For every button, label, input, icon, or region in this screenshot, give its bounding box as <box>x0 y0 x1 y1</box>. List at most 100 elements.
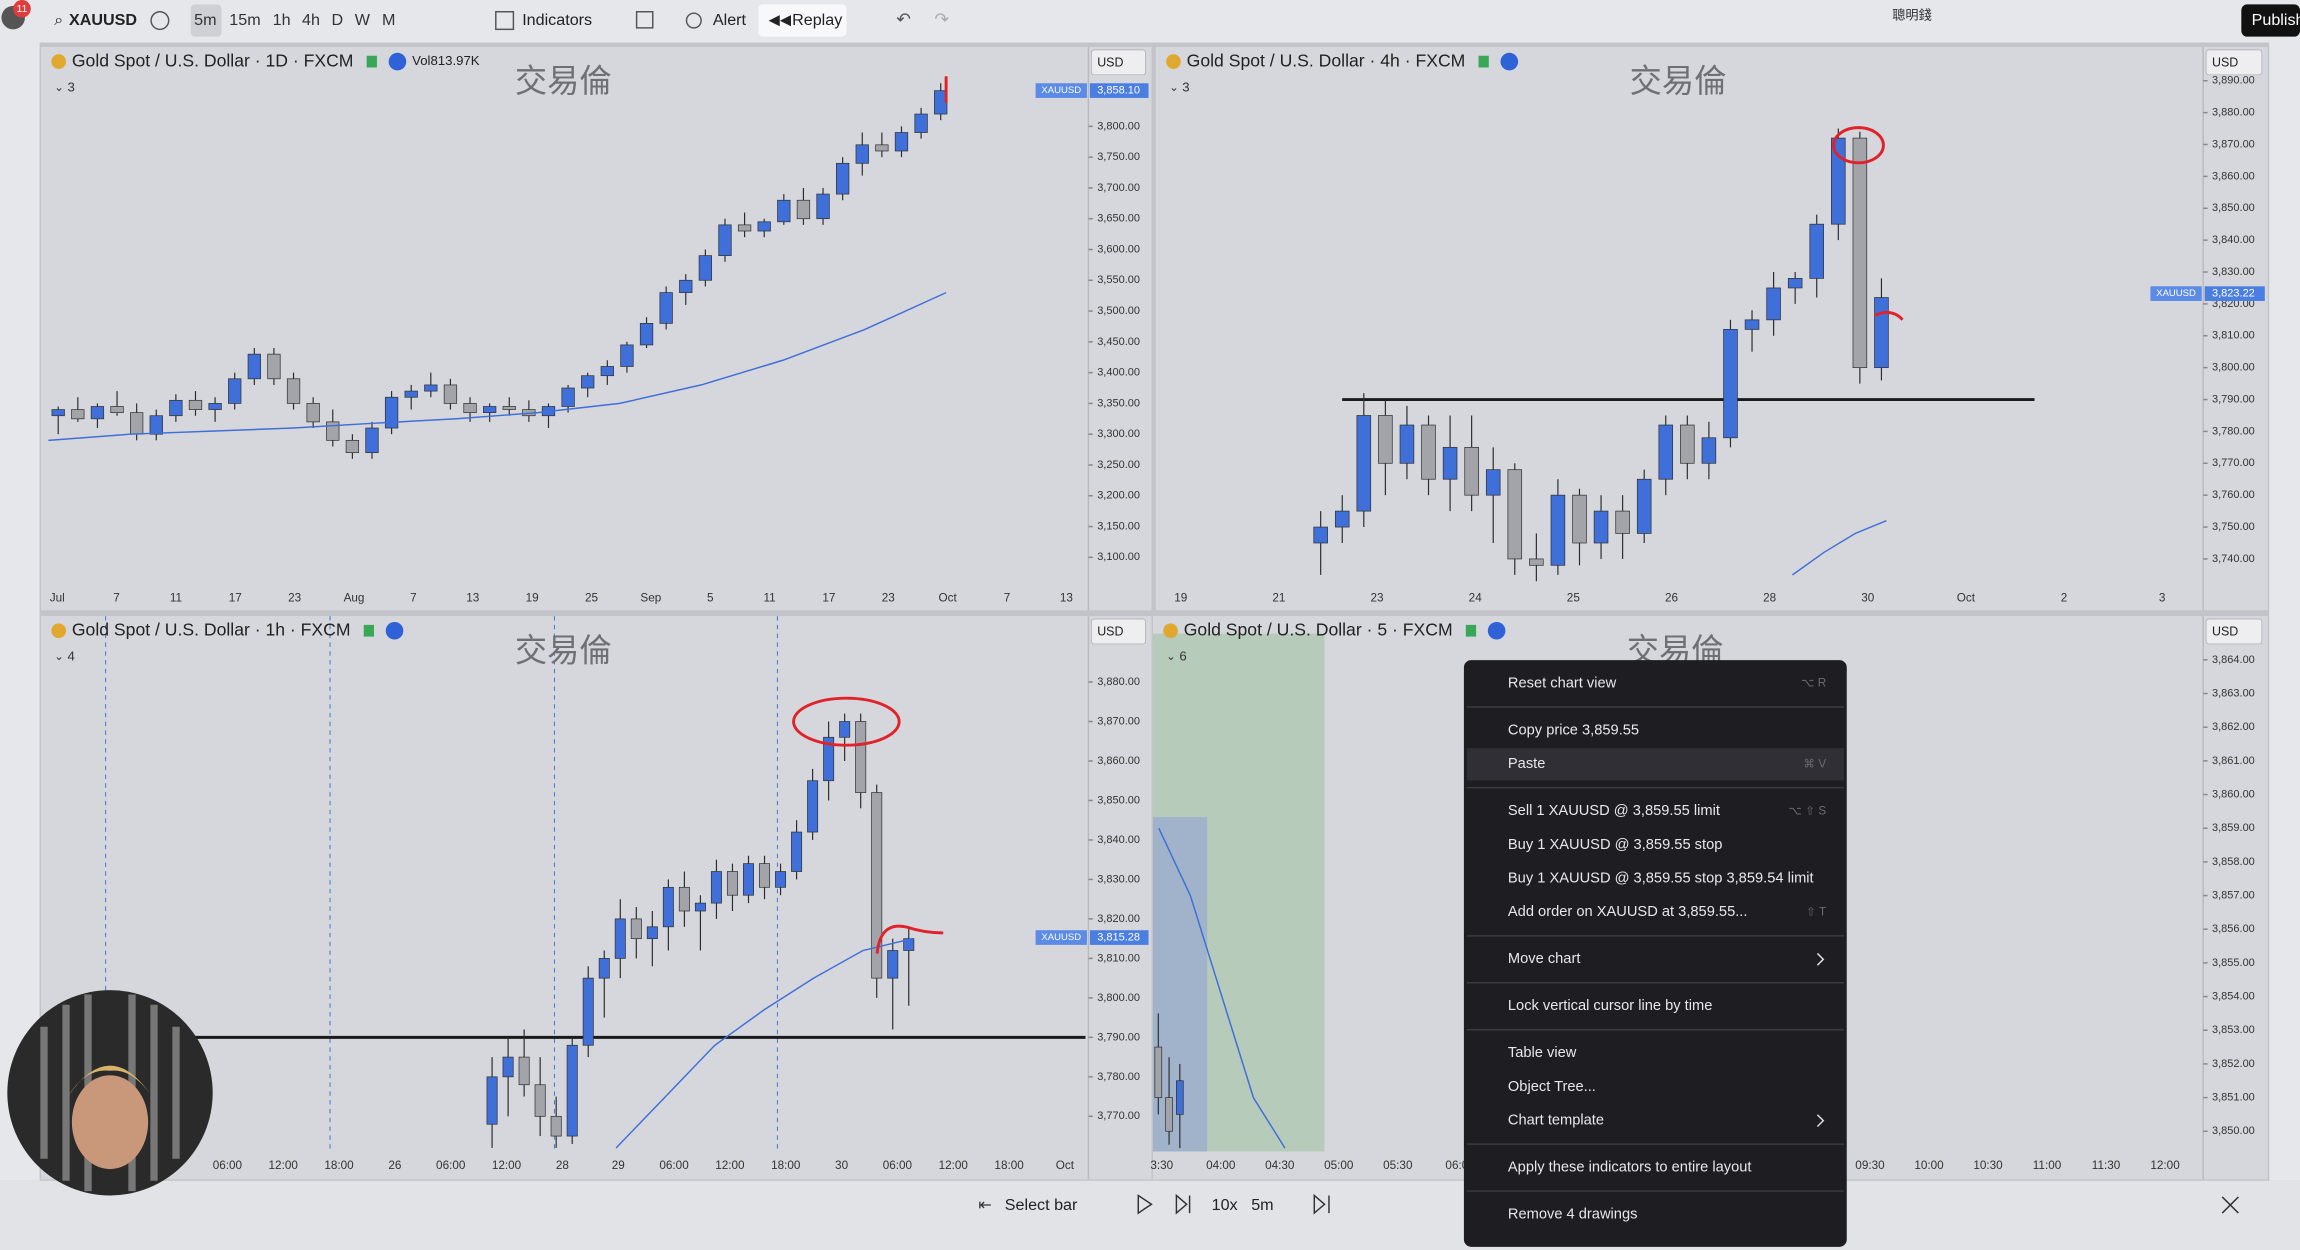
y-tick-label: 3,856.00 <box>2212 923 2255 935</box>
menu-item[interactable]: Buy 1 XAUUSD @ 3,859.55 stop <box>1508 837 1722 853</box>
candle-body <box>694 902 706 912</box>
indicator-count[interactable]: 3 <box>67 79 74 94</box>
menu-item[interactable]: Sell 1 XAUUSD @ 3,859.55 limit <box>1508 803 1720 819</box>
y-tick-label: 3,870.00 <box>2212 138 2255 150</box>
interval[interactable]: 1h <box>273 11 291 29</box>
symbol[interactable]: XAUUSD <box>69 11 137 29</box>
interval[interactable]: D <box>332 11 344 29</box>
candle-body <box>1399 424 1415 464</box>
price-tag <box>1089 930 1149 945</box>
x-tick-label: Oct <box>1957 592 1976 605</box>
y-tick-label: 3,830.00 <box>2212 266 2255 278</box>
select-bar[interactable]: Select bar <box>1005 1196 1078 1214</box>
x-tick-label: 06:0 <box>1445 1159 1468 1172</box>
menu-item[interactable]: Copy price 3,859.55 <box>1508 722 1639 738</box>
x-tick-label: 12:00 <box>2150 1159 2180 1172</box>
y-tick-label: 3,854.00 <box>2212 990 2255 1002</box>
candle-body <box>639 323 654 346</box>
candle-body <box>791 831 803 872</box>
replay-indicator <box>385 621 404 640</box>
indicators-button[interactable]: Indicators <box>522 11 592 29</box>
currency[interactable]: USD <box>2212 625 2238 639</box>
interval[interactable]: 4h <box>302 11 320 29</box>
redo[interactable]: ↷ <box>934 9 949 29</box>
layout-icon[interactable] <box>635 11 654 29</box>
menu-item[interactable]: Add order on XAUUSD at 3,859.55... <box>1508 904 1748 920</box>
replay-button[interactable]: Replay <box>792 11 843 29</box>
y-tick-label: 3,750.00 <box>2212 521 2255 533</box>
x-tick-label: Jul <box>50 592 65 605</box>
pane-bg <box>41 46 1152 611</box>
x-tick-label: 18:00 <box>994 1159 1024 1172</box>
menu-item[interactable]: Apply these indicators to entire layout <box>1508 1159 1752 1175</box>
indicator-count[interactable]: 3 <box>1182 79 1189 94</box>
currency[interactable]: USD <box>2212 55 2238 69</box>
menu-item[interactable]: Remove 4 drawings <box>1508 1206 1638 1222</box>
undo[interactable]: ↶ <box>896 9 911 29</box>
currency-box <box>2205 49 2263 76</box>
candle-body <box>267 353 281 380</box>
collapse-chevron: ⌄ <box>54 650 64 663</box>
y-tick-label: 3,830.00 <box>1097 873 1140 885</box>
candle-body <box>90 406 105 420</box>
moving-average <box>615 937 913 1149</box>
menu-item[interactable]: Move chart <box>1508 951 1581 967</box>
y-tick-label: 3,350.00 <box>1097 397 1140 409</box>
candle-body <box>743 863 754 896</box>
pane-title[interactable]: Gold Spot / U.S. Dollar · 1D · FXCM <box>72 50 354 70</box>
menu-item[interactable]: Chart template <box>1508 1113 1604 1129</box>
y-tick-label: 3,880.00 <box>1097 676 1140 688</box>
candle-body <box>384 396 399 429</box>
candle-body <box>871 792 883 979</box>
left-toolbar <box>0 42 40 1181</box>
y-tick-label: 3,770.00 <box>1097 1110 1140 1122</box>
candle-body <box>737 224 752 232</box>
menu-item[interactable]: Paste <box>1508 756 1545 772</box>
add-symbol[interactable] <box>150 11 170 31</box>
symbol-icon <box>51 623 67 639</box>
menu-item[interactable]: Buy 1 XAUUSD @ 3,859.55 stop 3,859.54 li… <box>1508 871 1814 887</box>
x-tick-label: 18:00 <box>324 1159 354 1172</box>
search-icon[interactable]: ⌕ <box>54 11 63 29</box>
candle-body <box>718 224 732 257</box>
menu-item[interactable]: Object Tree... <box>1508 1079 1596 1095</box>
candle-body <box>1787 278 1803 289</box>
pane-title[interactable]: Gold Spot / U.S. Dollar · 1h · FXCM <box>72 619 351 639</box>
step-button[interactable] <box>1175 1193 1191 1215</box>
replay-interval[interactable]: 5m <box>1251 1196 1273 1214</box>
y-tick-label: 3,858.00 <box>2212 856 2255 868</box>
menu-hover <box>1466 748 1844 781</box>
y-tick-label: 3,850.00 <box>2212 1125 2255 1137</box>
pane-title[interactable]: Gold Spot / U.S. Dollar · 4h · FXCM <box>1187 50 1466 70</box>
y-tick-label: 3,790.00 <box>2212 393 2255 405</box>
pane-bg <box>41 616 1152 1180</box>
user-name[interactable]: 聰明錢 <box>1892 7 1932 23</box>
jump-button[interactable] <box>1313 1193 1330 1215</box>
indicator-count[interactable]: 4 <box>67 649 74 664</box>
alert-button[interactable]: Alert <box>713 11 747 29</box>
menu-item[interactable]: Lock vertical cursor line by time <box>1508 998 1712 1014</box>
publish-button[interactable]: Publish <box>2252 11 2300 29</box>
interval[interactable]: M <box>382 11 395 29</box>
menu-item[interactable]: Table view <box>1508 1045 1577 1061</box>
currency[interactable]: USD <box>1097 625 1123 639</box>
speed[interactable]: 10x <box>1212 1196 1238 1214</box>
candle-body <box>326 421 340 441</box>
close-replay[interactable] <box>2221 1196 2239 1214</box>
status-flag <box>1465 624 1477 637</box>
candle-body <box>796 199 811 220</box>
interval[interactable]: W <box>355 11 371 29</box>
candle-body <box>1572 494 1587 544</box>
menu-item[interactable]: Reset chart view <box>1508 675 1617 691</box>
candle-body <box>443 384 458 404</box>
y-tick-label: 3,855.00 <box>2212 957 2255 969</box>
pane-title[interactable]: Gold Spot / U.S. Dollar · 5 · FXCM <box>1184 619 1453 639</box>
currency[interactable]: USD <box>1097 55 1123 69</box>
x-tick-label: 21 <box>1272 592 1285 605</box>
interval[interactable]: 15m <box>229 11 260 29</box>
play-button[interactable] <box>1137 1194 1153 1215</box>
indicator-count[interactable]: 6 <box>1179 649 1186 664</box>
interval[interactable]: 5m <box>194 11 216 29</box>
y-tick-label: 3,870.00 <box>1097 715 1140 727</box>
candle-body <box>1809 223 1825 279</box>
